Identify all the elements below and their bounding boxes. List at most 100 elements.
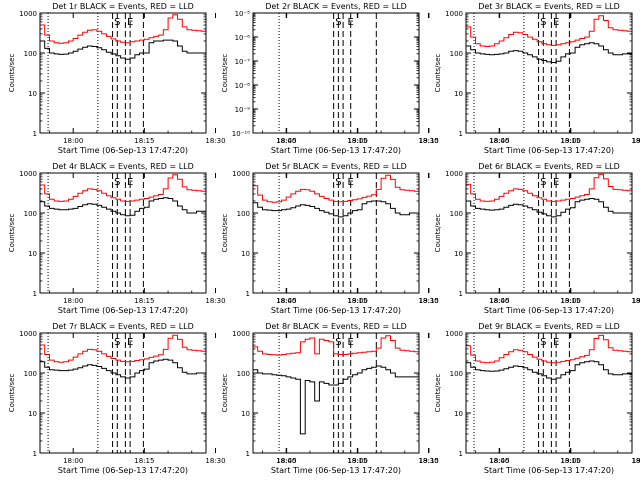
y-axis-label: Counts/sec <box>221 54 229 93</box>
x-tick-label: 18:00 <box>63 297 83 305</box>
x-tick-label: 18:45 <box>277 457 297 465</box>
y-tick-label: 10 <box>241 410 250 418</box>
x-tick-label: 18:15 <box>560 457 580 465</box>
plot-frame <box>39 12 207 134</box>
lld-series-line <box>466 334 632 364</box>
y-axis-label: Counts/sec <box>434 374 442 413</box>
start-marker-label: S <box>335 337 341 348</box>
events-series-line <box>40 197 206 217</box>
y-tick-label: 100 <box>450 370 463 378</box>
x-tick-label: 18:30 <box>418 137 438 145</box>
x-axis-label: Start Time (06-Sep-13 17:47:20) <box>271 146 401 155</box>
y-tick-label: 100 <box>24 210 37 218</box>
end-marker-label: E <box>553 177 559 188</box>
events-series-line <box>466 42 632 63</box>
y-axis-label: Counts/sec <box>221 214 229 253</box>
lld-series-line <box>40 14 206 44</box>
x-tick-label: 19:00 <box>561 137 581 145</box>
x-tick-label: 18:15 <box>347 297 367 305</box>
panel-title: Det 9r BLACK = Events, RED = LLD <box>478 322 620 331</box>
y-tick-label: 1 <box>33 130 37 138</box>
end-marker-label: E <box>348 337 354 348</box>
x-axis-label: Start Time (06-Sep-13 17:47:20) <box>58 306 188 315</box>
y-tick-label: 1000 <box>445 170 463 178</box>
start-marker-label: S <box>540 337 546 348</box>
x-tick-label: 18:00 <box>63 457 83 465</box>
panel-det-1: Det 1r BLACK = Events, RED = LLD 1 10 100 10… <box>8 2 439 155</box>
panel-title: Det 3r BLACK = Events, RED = LLD <box>478 2 620 11</box>
x-tick-label: 18:00 <box>276 137 296 145</box>
x-tick-label: 18:30 <box>205 457 225 465</box>
y-tick-label: 1000 <box>445 10 463 18</box>
x-axis-label: Start Time (06-Sep-13 17:47:20) <box>484 146 614 155</box>
x-tick-label: 19:00 <box>348 137 368 145</box>
x-tick-label: 18:30 <box>631 457 640 465</box>
plot-frame <box>252 332 420 454</box>
panel-title: Det 7r BLACK = Events, RED = LLD <box>52 322 194 331</box>
y-tick-label: 1 <box>33 450 37 458</box>
panel-det-3: Det 3r BLACK = Events, RED = LLD 1 10 100 10… <box>434 2 640 155</box>
y-tick-label: 10 <box>28 250 37 258</box>
panel-title: Det 8r BLACK = Events, RED = LLD <box>265 322 407 331</box>
y-tick-label: 1000 <box>445 330 463 338</box>
x-tick-label: 18:00 <box>489 457 509 465</box>
end-marker-label: E <box>127 337 133 348</box>
x-tick-label: 18:30 <box>631 297 640 305</box>
x-tick-label: 18:45 <box>277 137 297 145</box>
lld-series-line <box>253 174 419 203</box>
y-tick-label: 1000 <box>19 170 37 178</box>
x-tick-label: 18:15 <box>347 457 367 465</box>
plot-frame <box>465 172 633 294</box>
panel-title: Det 6r BLACK = Events, RED = LLD <box>478 162 620 171</box>
start-marker-label: S <box>114 337 120 348</box>
y-axis-label: Counts/sec <box>434 54 442 93</box>
y-tick-label: 1 <box>246 450 250 458</box>
lld-series-line <box>466 173 632 202</box>
y-tick-label: 10 <box>241 250 250 258</box>
x-tick-label: 18:15 <box>134 457 154 465</box>
plot-frame <box>39 332 207 454</box>
y-tick-label: 100 <box>450 50 463 58</box>
x-tick-label: 18:45 <box>490 457 510 465</box>
panel-det-7: Det 7r BLACK = Events, RED = LLD 1 10 100 10… <box>8 322 439 475</box>
y-tick-label: 100 <box>24 370 37 378</box>
panel-det-4: Det 4r BLACK = Events, RED = LLD 1 10 100 10… <box>8 162 439 315</box>
panel-title: Det 4r BLACK = Events, RED = LLD <box>52 162 194 171</box>
lld-series-line <box>466 15 632 47</box>
start-marker-label: S <box>114 17 120 28</box>
lld-series-line <box>40 334 206 363</box>
plot-frame <box>465 12 633 134</box>
y-tick-label: 1000 <box>232 170 250 178</box>
y-tick-label: 1000 <box>232 330 250 338</box>
plot-frame <box>39 172 207 294</box>
x-tick-label: 18:30 <box>205 137 225 145</box>
x-tick-label: 19:15 <box>632 297 640 305</box>
events-series-line <box>253 365 419 435</box>
events-series-line <box>253 200 419 218</box>
y-tick-label: 10⁻⁷ <box>235 58 251 66</box>
x-tick-label: 18:15 <box>560 137 580 145</box>
x-tick-label: 19:00 <box>561 297 581 305</box>
y-tick-label: 10 <box>454 90 463 98</box>
y-tick-label: 10 <box>454 410 463 418</box>
x-tick-label: 19:15 <box>419 297 439 305</box>
x-tick-label: 18:45 <box>277 297 297 305</box>
x-tick-label: 18:45 <box>490 137 510 145</box>
panel-title: Det 5r BLACK = Events, RED = LLD <box>265 162 407 171</box>
end-marker-label: E <box>553 337 559 348</box>
end-marker-label: E <box>553 17 559 28</box>
y-tick-label: 100 <box>237 210 250 218</box>
panel-title: Det 1r BLACK = Events, RED = LLD <box>52 2 194 11</box>
x-axis-label: Start Time (06-Sep-13 17:47:20) <box>58 146 188 155</box>
panel-title: Det 2r BLACK = Events, RED = LLD <box>265 2 407 11</box>
start-marker-label: S <box>335 177 341 188</box>
x-tick-label: 18:00 <box>63 137 83 145</box>
x-tick-label: 18:30 <box>631 137 640 145</box>
end-marker-label: E <box>127 177 133 188</box>
y-tick-label: 100 <box>450 210 463 218</box>
x-tick-label: 19:15 <box>632 457 640 465</box>
x-tick-label: 18:15 <box>134 137 154 145</box>
panel-det-5: Det 5r BLACK = Events, RED = LLD 1 10 100 10… <box>221 162 640 315</box>
x-tick-label: 18:30 <box>205 297 225 305</box>
